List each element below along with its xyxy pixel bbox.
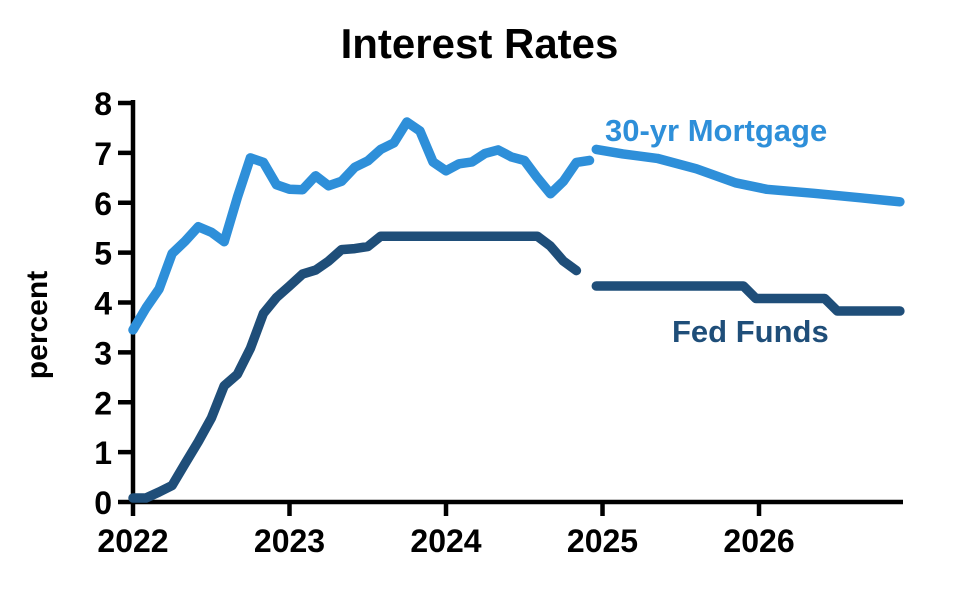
series-line-fed-funds-actual — [128, 231, 582, 503]
y-tick-label: 2 — [94, 385, 112, 421]
series-line-30-yr-mortgage-forecast — [591, 144, 905, 207]
x-tick-label: 2026 — [723, 523, 794, 559]
chart-title: Interest Rates — [340, 20, 619, 67]
y-tick-label: 0 — [94, 485, 112, 521]
y-tick-label: 4 — [94, 286, 112, 322]
series-label-fed-funds: Fed Funds — [672, 314, 829, 349]
series-line-30-yr-mortgage-actual — [128, 117, 595, 335]
y-tick-label: 7 — [94, 136, 112, 172]
x-tick-label: 2024 — [410, 523, 481, 559]
series-label-30yr-mortgage: 30-yr Mortgage — [605, 113, 828, 148]
y-tick-label: 1 — [94, 435, 112, 471]
y-tick-label: 6 — [94, 186, 112, 222]
x-tick-label: 2025 — [567, 523, 638, 559]
y-tick-label: 3 — [94, 335, 112, 371]
y-tick-label: 5 — [94, 236, 112, 272]
x-tick-label: 2023 — [254, 523, 325, 559]
series-line-fed-funds-forecast — [591, 281, 905, 316]
y-tick-label: 8 — [94, 86, 112, 122]
x-tick-label: 2022 — [97, 523, 168, 559]
